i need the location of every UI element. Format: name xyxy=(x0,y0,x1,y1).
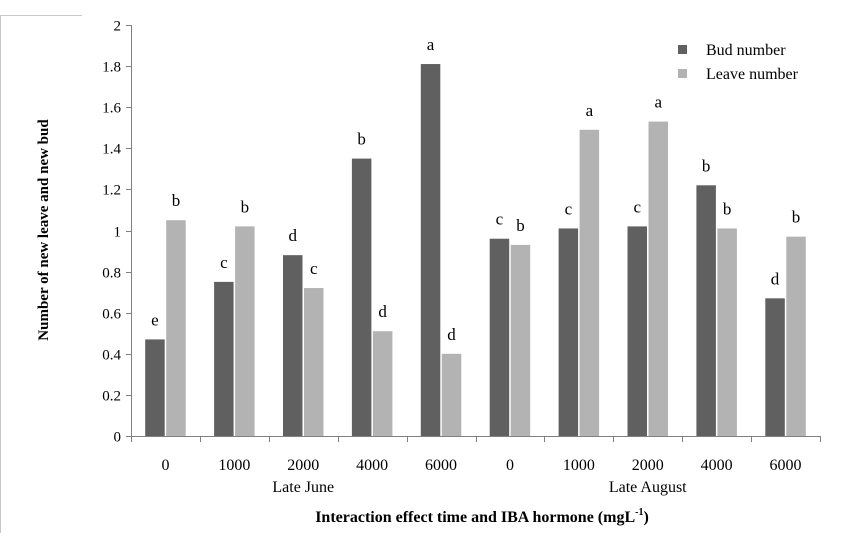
y-tick-label: 2 xyxy=(114,19,122,35)
y-tick-label: 0 xyxy=(114,430,122,446)
bar-leave-number xyxy=(579,129,600,436)
x-axis-label: Interaction effect time and IBA hormone … xyxy=(315,507,649,526)
bar-bud-number xyxy=(627,226,647,436)
bar-leave-number xyxy=(510,244,531,436)
bar-bud-number xyxy=(214,281,234,436)
x-tick-label: 4000 xyxy=(356,457,388,474)
x-tick-label: 0 xyxy=(506,457,514,474)
x-tick-label: 0 xyxy=(161,457,169,474)
significance-letter: c xyxy=(496,210,504,229)
y-tick-label: 1.2 xyxy=(102,183,121,199)
x-tick-label: 2000 xyxy=(287,457,319,474)
bar-leave-number xyxy=(648,121,668,437)
y-tick-label: 0.6 xyxy=(102,307,121,323)
bar-leave-number xyxy=(786,236,806,436)
bar-bud-number xyxy=(489,238,510,436)
bar-bud-number xyxy=(765,298,785,436)
bar-leave-number xyxy=(372,331,393,436)
bars xyxy=(145,64,806,437)
x-tick-label: 1000 xyxy=(218,457,250,474)
y-axis: 0 0.2 0.4 0.6 0.8 1 1.2 1.4 1.6 1.8 2 xyxy=(102,19,132,446)
bar-leave-number xyxy=(166,220,186,436)
significance-letter: b xyxy=(702,156,711,175)
legend-label: Leave number xyxy=(706,66,799,83)
legend-label: Bud number xyxy=(706,42,786,59)
x-axis-label-close: ) xyxy=(643,509,648,526)
y-tick-label: 1 xyxy=(114,225,122,241)
bar-bud-number xyxy=(558,228,579,436)
y-tick-label: 0.8 xyxy=(102,266,121,282)
significance-letter: e xyxy=(151,310,159,329)
bar-bud-number xyxy=(351,158,372,436)
significance-letter: d xyxy=(378,302,387,321)
significance-letter: b xyxy=(172,191,181,210)
bar-leave-number xyxy=(441,353,462,436)
bar-bud-number xyxy=(696,185,716,436)
significance-letter: a xyxy=(427,35,435,54)
significance-letter: b xyxy=(516,216,525,235)
significance-letter: b xyxy=(792,208,801,227)
x-tick-label: 6000 xyxy=(770,457,802,474)
bar-leave-number xyxy=(304,288,324,436)
y-tick-label: 0.2 xyxy=(102,389,121,405)
x-axis-label-main: Interaction effect time and IBA hormone … xyxy=(315,509,635,526)
significance-letter: d xyxy=(447,325,456,344)
y-tick-label: 1.4 xyxy=(102,142,121,158)
bar-bud-number xyxy=(145,339,165,436)
significance-letter: d xyxy=(289,226,298,245)
bar-leave-number xyxy=(235,226,255,436)
y-tick-label: 0.4 xyxy=(102,348,121,364)
x-axis-label-superscript: -1 xyxy=(635,507,643,518)
legend-swatch xyxy=(678,69,687,78)
y-tick-label: 1.6 xyxy=(102,101,121,117)
x-tick-label: 6000 xyxy=(425,457,457,474)
legend: Bud number Leave number xyxy=(678,42,799,83)
significance-letter: c xyxy=(565,199,573,218)
bar-leave-number xyxy=(717,228,737,436)
y-tick-label: 1.8 xyxy=(102,60,121,76)
group-label: Late June xyxy=(272,479,334,496)
legend-swatch xyxy=(678,45,687,54)
significance-letter: c xyxy=(310,259,318,278)
x-tick-label: 4000 xyxy=(701,457,733,474)
significance-letter: d xyxy=(771,269,780,288)
significance-letter: b xyxy=(723,199,732,218)
x-tick-label: 1000 xyxy=(563,457,595,474)
outer-frame xyxy=(0,15,82,533)
bar-bud-number xyxy=(283,255,303,436)
x-tick-label: 2000 xyxy=(632,457,664,474)
significance-letter: b xyxy=(357,130,366,149)
significance-letter: b xyxy=(241,197,250,216)
significance-letter: c xyxy=(220,253,228,272)
y-axis-label: Number of new leave and new bud xyxy=(36,119,52,341)
bar-bud-number xyxy=(420,64,441,437)
significance-letter: a xyxy=(586,101,594,120)
significance-letter: a xyxy=(654,93,662,112)
group-label: Late August xyxy=(609,479,687,496)
significance-letter: c xyxy=(633,197,641,216)
x-axis: 0 1000 2000 4000 6000 0 1000 2000 4000 6000 Late J… xyxy=(131,436,821,496)
